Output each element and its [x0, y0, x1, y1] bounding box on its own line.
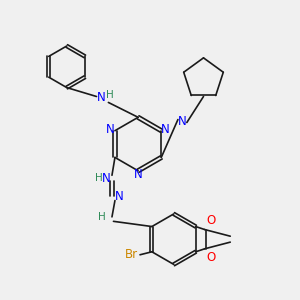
Text: N: N [97, 92, 105, 104]
Text: H: H [95, 173, 103, 183]
Text: O: O [206, 251, 215, 264]
Text: N: N [102, 172, 110, 185]
Text: N: N [161, 123, 170, 136]
Text: N: N [115, 190, 124, 202]
Text: N: N [106, 123, 115, 136]
Text: H: H [106, 90, 114, 100]
Text: H: H [98, 212, 105, 222]
Text: Br: Br [124, 248, 138, 261]
Text: O: O [206, 214, 215, 227]
Text: N: N [178, 115, 187, 128]
Text: N: N [134, 168, 142, 181]
